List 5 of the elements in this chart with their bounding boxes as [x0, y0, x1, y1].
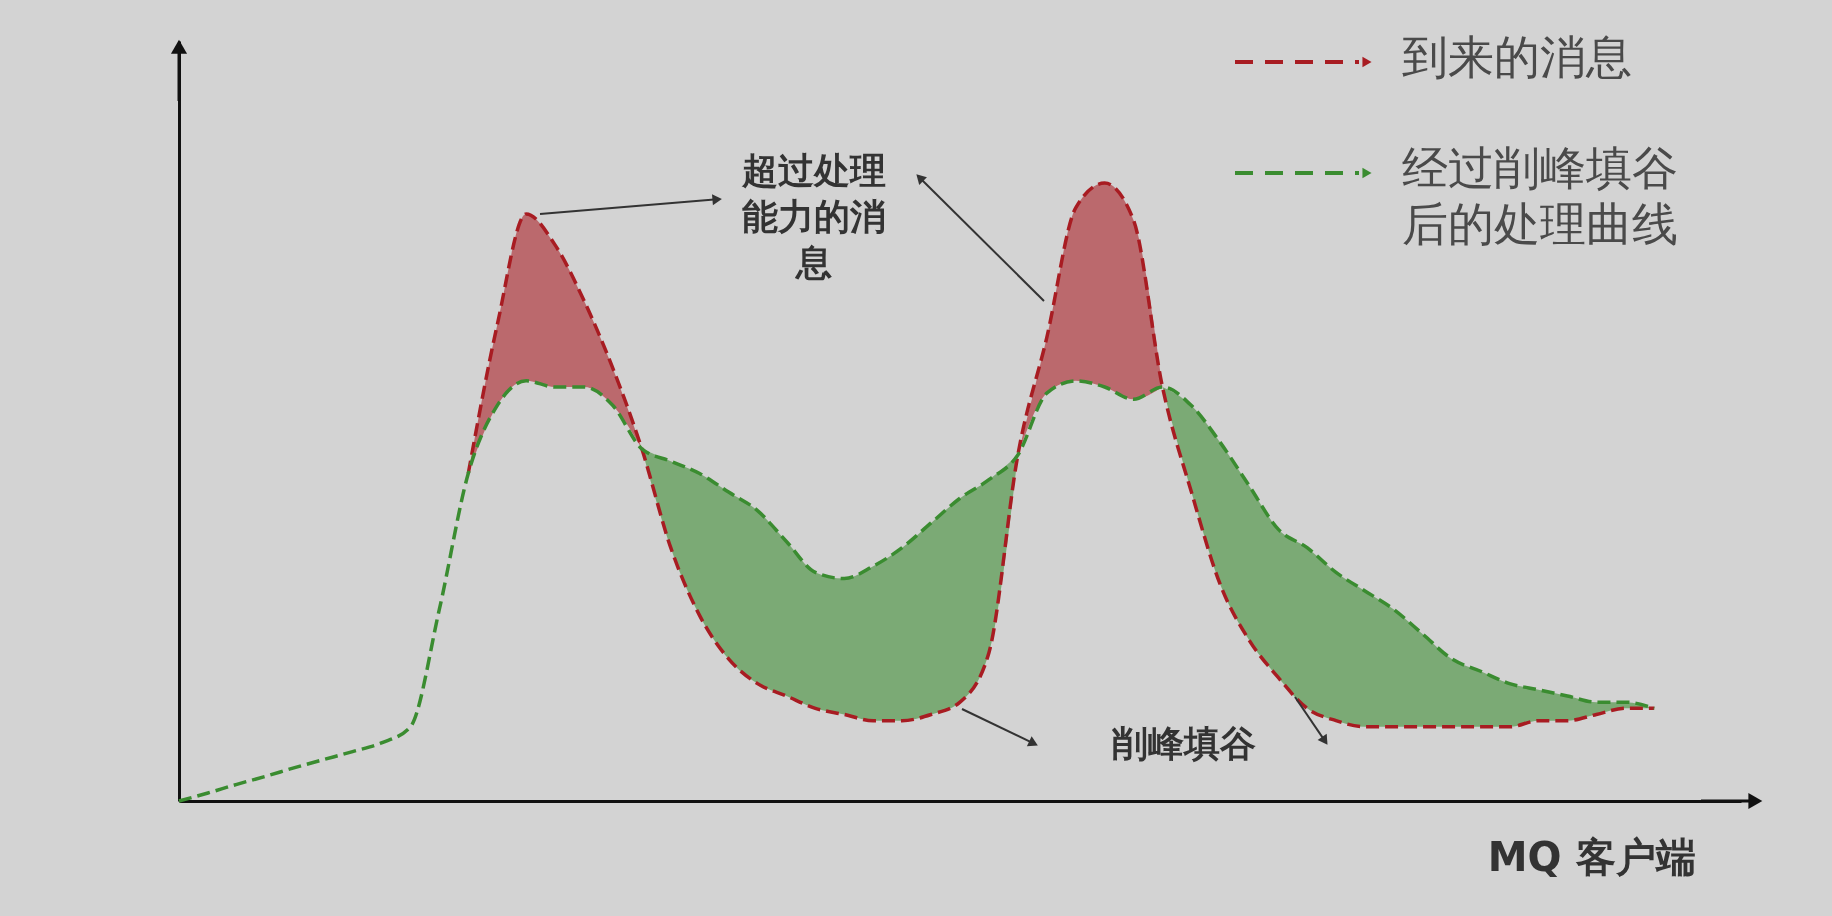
legend-label: 经过削峰填谷后的处理曲线: [1402, 140, 1678, 251]
annotation: 超过处理能力的消息: [741, 150, 886, 284]
legend-label: 到来的消息: [1402, 29, 1632, 84]
annotation: 削峰填谷: [1111, 723, 1256, 765]
x-axis-title: MQ 客户端: [1487, 833, 1696, 880]
